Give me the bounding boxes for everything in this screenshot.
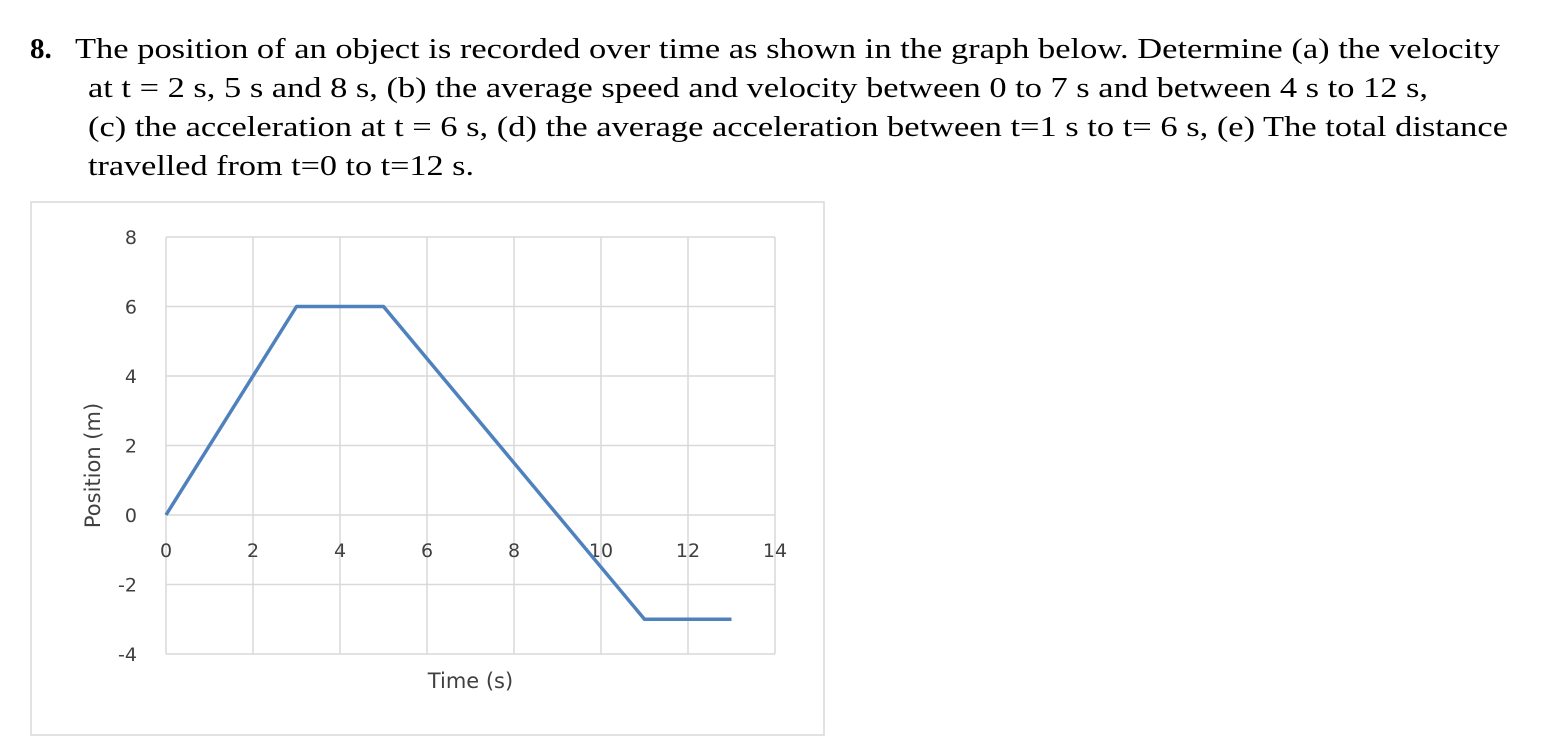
question-line: at t = 2 s, 5 s and 8 s, (b) the average… [88,72,1428,104]
question-line: travelled from t=0 to t=12 s. [88,150,474,182]
x-tick-label: 12 [676,540,700,562]
y-tick-label: -2 [118,575,137,597]
chart: -4 -2 0 2 4 6 8 0 2 4 6 8 10 12 14 Time (s) Position (m) [81,227,787,693]
x-tick-label: 0 [160,540,172,562]
question-number: 8. [30,33,52,65]
x-tick-label: 6 [421,540,433,562]
question-line: (c) the acceleration at t = 6 s, (d) the… [88,111,1508,143]
y-axis-label: Position (m) [81,403,105,528]
question-line: The position of an object is recorded ov… [75,33,1501,65]
x-axis-label: Time (s) [427,669,513,693]
y-tick-label: -4 [118,644,137,666]
y-tick-label: 2 [125,436,137,458]
x-tick-label: 14 [763,540,787,562]
x-tick-label: 2 [247,540,259,562]
x-tick-label: 4 [334,540,346,562]
y-tick-label: 0 [125,505,137,527]
data-line [164,304,732,621]
x-tick-label: 10 [589,540,613,562]
x-tick-label: 8 [508,540,520,562]
y-tick-label: 8 [125,227,137,249]
y-tick-label: 6 [125,297,137,319]
y-tick-label: 4 [125,366,137,388]
